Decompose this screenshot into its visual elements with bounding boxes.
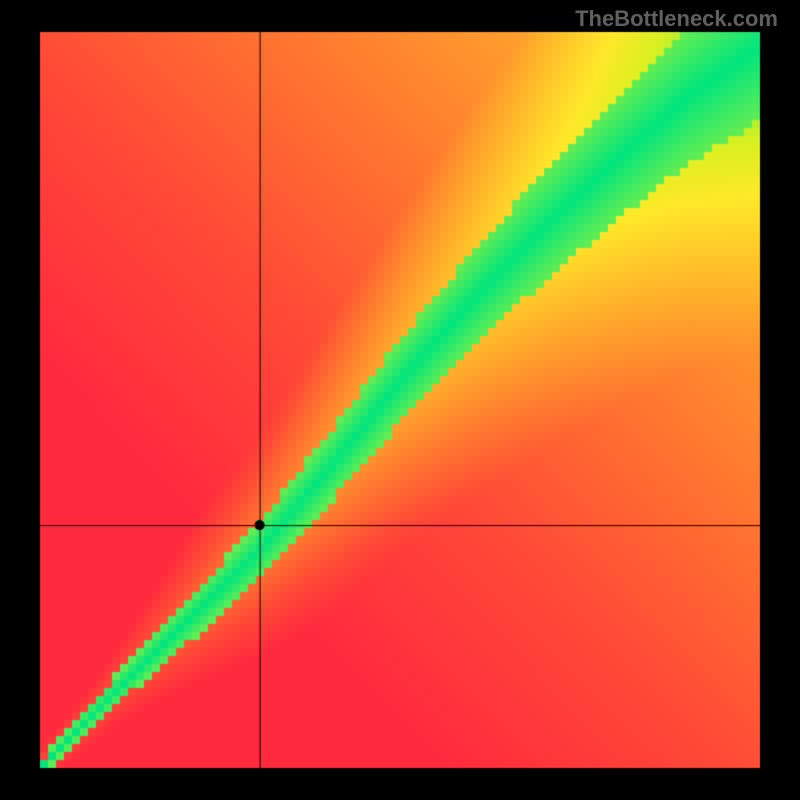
chart-container: TheBottleneck.com xyxy=(0,0,800,800)
bottleneck-heatmap xyxy=(0,0,800,800)
watermark-text: TheBottleneck.com xyxy=(575,6,778,32)
